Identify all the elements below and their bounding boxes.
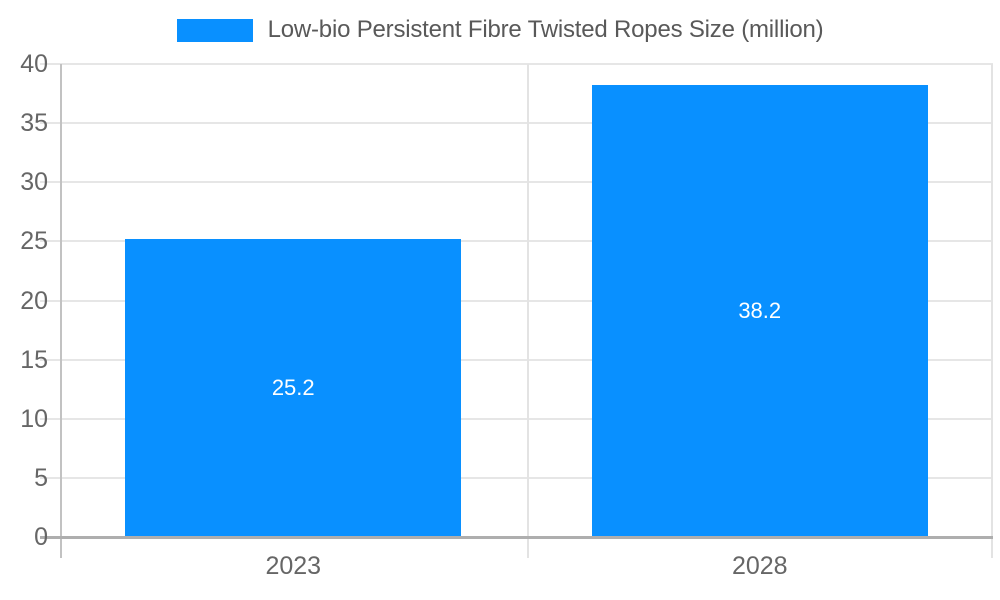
bar[interactable]: 38.2 [591, 85, 928, 537]
y-tick-label: 20 [20, 286, 48, 315]
gridline [40, 417, 993, 420]
plot-area: 25.2 38.2 [40, 63, 993, 558]
gridline [40, 358, 993, 361]
y-tick-label: 15 [20, 345, 48, 374]
y-tick-label: 10 [20, 404, 48, 433]
bar-value-label: 38.2 [738, 298, 782, 324]
y-tick-label: 0 [34, 523, 48, 551]
y-axis-line [60, 64, 62, 558]
legend-swatch[interactable] [176, 18, 253, 42]
y-tick-label: 30 [20, 168, 48, 197]
gridline [40, 122, 993, 125]
legend-label[interactable]: Low-bio Persistent Fibre Twisted Ropes S… [267, 16, 824, 43]
gridline [40, 476, 993, 479]
y-tick-label: 25 [20, 227, 48, 256]
gridline [40, 299, 993, 302]
bar[interactable]: 25.2 [125, 239, 462, 537]
plot-right-border [991, 64, 993, 558]
chart-legend[interactable]: Low-bio Persistent Fibre Twisted Ropes S… [0, 16, 1000, 44]
bar-value-label: 25.2 [271, 375, 315, 400]
gridline [40, 240, 993, 243]
y-tick-label: 35 [20, 109, 48, 138]
category-separator [527, 64, 529, 558]
gridline [40, 63, 993, 65]
x-category-label: 2028 [731, 552, 788, 580]
y-tick-label: 5 [34, 463, 48, 492]
x-category-label: 2023 [265, 552, 322, 580]
gridline [40, 181, 993, 184]
y-tick-label: 40 [20, 50, 48, 78]
x-axis-line [40, 536, 993, 539]
